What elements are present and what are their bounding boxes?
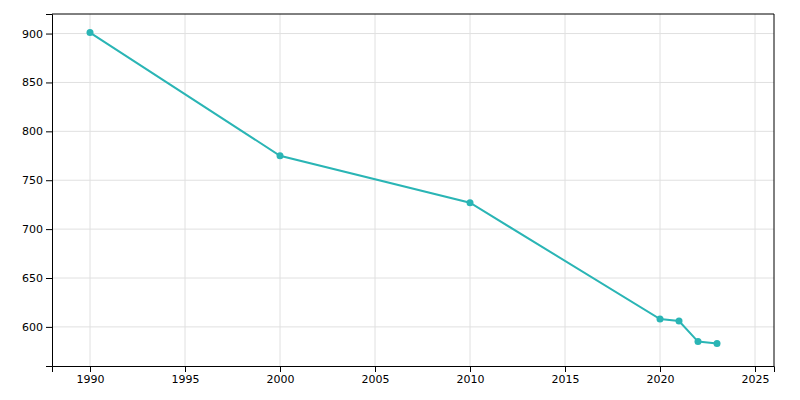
frame-top — [52, 14, 774, 15]
x-tick: 2000 — [267, 366, 295, 386]
x-axis: 1990 1995 2000 2005 2010 2015 2020 2025 — [53, 366, 775, 386]
x-tick-mark — [470, 366, 471, 372]
frame-right — [774, 14, 775, 366]
x-tick-label: 2010 — [457, 373, 485, 386]
grid-line-x — [755, 14, 756, 366]
grid-line-y — [52, 278, 774, 279]
y-tick-label: 650 — [22, 272, 43, 285]
grid — [52, 14, 774, 366]
x-tick: 2005 — [362, 366, 390, 386]
point — [87, 29, 94, 36]
plot: 1990 1995 2000 2005 2010 2015 2020 2025 600 650 70… — [22, 14, 775, 386]
y-tick-mark — [46, 131, 52, 132]
y-tick: 700 — [22, 223, 52, 236]
point — [676, 318, 683, 325]
x-tick-label: 2020 — [647, 373, 675, 386]
x-tick: 2020 — [647, 366, 675, 386]
chart-container: 1990 1995 2000 2005 2010 2015 2020 2025 600 650 70… — [0, 0, 800, 400]
y-tick-label: 750 — [22, 174, 43, 187]
y-tick: 800 — [22, 125, 52, 138]
grid-line-x — [90, 14, 91, 366]
y-tick-mark — [46, 82, 52, 83]
x-tick: 2025 — [742, 366, 770, 386]
point — [467, 199, 474, 206]
x-tick-mark — [565, 366, 566, 372]
y-axis: 600 650 700 750 800 850 900 — [22, 15, 53, 367]
y-tick-label: 700 — [22, 223, 43, 236]
x-tick: 2010 — [457, 366, 485, 386]
marks — [87, 29, 721, 347]
grid-line-x — [375, 14, 376, 366]
point — [714, 340, 721, 347]
y-tick: 650 — [22, 272, 52, 285]
grid-line-x — [660, 14, 661, 366]
grid-line-x — [280, 14, 281, 366]
y-tick-mark — [46, 278, 52, 279]
x-tick-mark — [90, 366, 91, 372]
y-tick-label: 600 — [22, 321, 43, 334]
y-tick-label: 800 — [22, 125, 43, 138]
grid-line-y — [52, 82, 774, 83]
y-tick: 850 — [22, 76, 52, 89]
y-tick-label: 900 — [22, 28, 43, 41]
point — [695, 338, 702, 345]
x-tick-mark — [755, 366, 756, 372]
y-tick-label: 850 — [22, 76, 43, 89]
x-tick-mark — [185, 366, 186, 372]
x-tick-label: 2000 — [267, 373, 295, 386]
grid-line-y — [52, 326, 774, 327]
x-tick: 1990 — [77, 366, 105, 386]
grid-line-y — [52, 229, 774, 230]
x-axis-line — [53, 367, 775, 373]
x-tick-label: 2015 — [552, 373, 580, 386]
chart-svg: 1990 1995 2000 2005 2010 2015 2020 2025 600 650 70… — [0, 0, 800, 400]
x-tick-label: 2025 — [742, 373, 770, 386]
x-tick-mark — [280, 366, 281, 372]
grid-line-y — [52, 180, 774, 181]
grid-line-x — [185, 14, 186, 366]
grid-line-x — [470, 14, 471, 366]
y-tick-mark — [46, 229, 52, 230]
x-tick-label: 1995 — [172, 373, 200, 386]
y-tick-mark — [46, 180, 52, 181]
x-tick-mark — [375, 366, 376, 372]
x-tick: 1995 — [172, 366, 200, 386]
y-tick-mark — [46, 327, 52, 328]
y-tick: 600 — [22, 321, 52, 334]
x-tick-label: 1990 — [77, 373, 105, 386]
y-tick: 900 — [22, 28, 52, 41]
x-tick-label: 2005 — [362, 373, 390, 386]
y-axis-line — [46, 15, 53, 367]
y-tick-mark — [46, 34, 52, 35]
point — [277, 152, 284, 159]
x-tick-mark — [660, 366, 661, 372]
point — [657, 316, 664, 323]
y-tick: 750 — [22, 174, 52, 187]
line — [90, 33, 717, 344]
grid-line-y — [52, 33, 774, 34]
grid-line-y — [52, 131, 774, 132]
x-tick: 2015 — [552, 366, 580, 386]
grid-line-x — [565, 14, 566, 366]
